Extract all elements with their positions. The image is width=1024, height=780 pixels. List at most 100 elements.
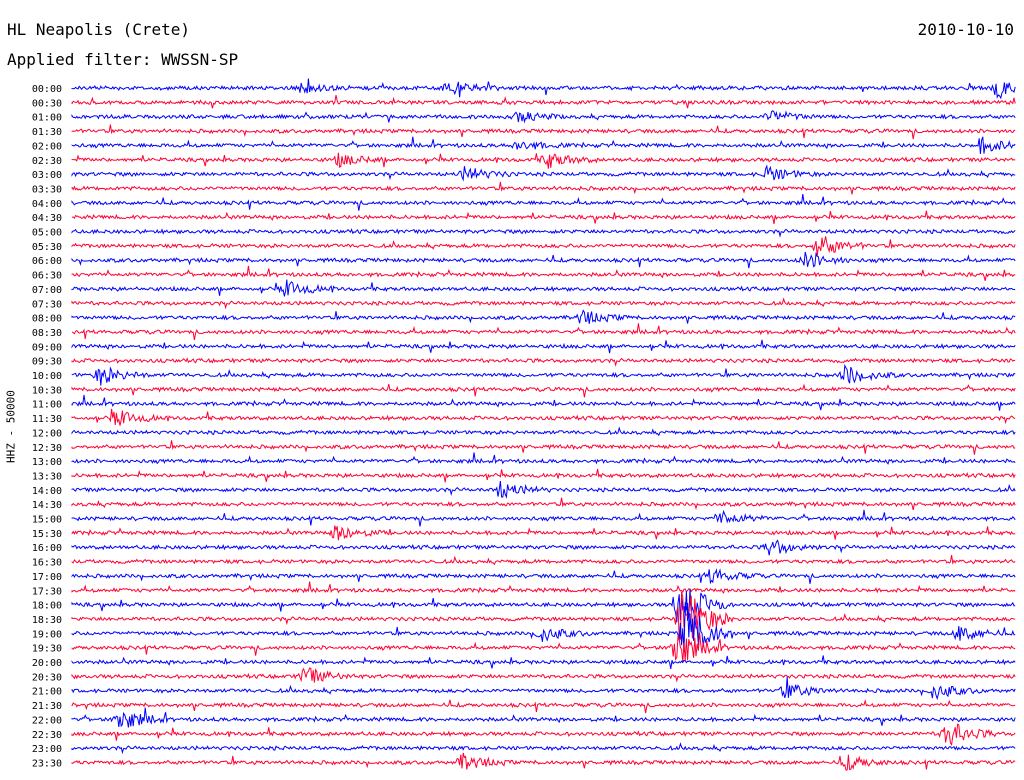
row-label-2000: 20:00 xyxy=(32,658,62,669)
trace-0100 xyxy=(71,110,1016,124)
row-label-2200: 22:00 xyxy=(32,715,62,726)
trace-2300 xyxy=(71,742,1016,755)
trace-0830 xyxy=(71,323,1016,340)
row-label-0600: 06:00 xyxy=(32,256,62,267)
row-label-1830: 18:30 xyxy=(32,615,62,626)
channel-label: HHZ - 50000 xyxy=(4,390,18,463)
row-label-0800: 08:00 xyxy=(32,314,62,325)
row-label-0130: 01:30 xyxy=(32,127,62,138)
trace-1700 xyxy=(71,568,1016,585)
row-label-1500: 15:00 xyxy=(32,515,62,526)
row-label-2230: 22:30 xyxy=(32,730,62,741)
row-label-1000: 10:00 xyxy=(32,371,62,382)
row-label-1900: 19:00 xyxy=(32,629,62,640)
row-label-0930: 09:30 xyxy=(32,357,62,368)
row-label-0630: 06:30 xyxy=(32,271,62,282)
row-label-0530: 05:30 xyxy=(32,242,62,253)
trace-2200 xyxy=(71,707,1016,728)
row-label-1700: 17:00 xyxy=(32,572,62,583)
trace-0430 xyxy=(71,210,1016,225)
trace-1400 xyxy=(71,481,1016,499)
row-label-0300: 03:00 xyxy=(32,170,62,181)
filter-label: Applied filter: WWSSN-SP xyxy=(7,50,239,69)
trace-0900 xyxy=(71,339,1016,354)
trace-1800 xyxy=(71,588,1016,623)
trace-1030 xyxy=(71,383,1016,398)
row-label-1230: 12:30 xyxy=(32,443,62,454)
row-label-1400: 14:00 xyxy=(32,486,62,497)
trace-1200 xyxy=(71,426,1016,437)
row-label-1200: 12:00 xyxy=(32,428,62,439)
row-label-0730: 07:30 xyxy=(32,299,62,310)
row-label-1800: 18:00 xyxy=(32,601,62,612)
row-label-0100: 01:00 xyxy=(32,113,62,124)
row-label-1730: 17:30 xyxy=(32,586,62,597)
trace-1930 xyxy=(71,632,1016,663)
row-label-0700: 07:00 xyxy=(32,285,62,296)
row-label-0000: 00:00 xyxy=(32,84,62,95)
row-label-0500: 05:00 xyxy=(32,228,62,239)
trace-2130 xyxy=(71,699,1016,714)
row-label-1530: 15:30 xyxy=(32,529,62,540)
row-label-1030: 10:30 xyxy=(32,385,62,396)
trace-2000 xyxy=(71,655,1016,669)
trace-1230 xyxy=(71,440,1016,455)
row-label-2100: 21:00 xyxy=(32,687,62,698)
trace-1130 xyxy=(71,408,1016,426)
trace-1430 xyxy=(71,497,1016,511)
row-label-1130: 11:30 xyxy=(32,414,62,425)
row-label-1430: 14:30 xyxy=(32,500,62,511)
row-label-0900: 09:00 xyxy=(32,342,62,353)
row-label-0430: 04:30 xyxy=(32,213,62,224)
row-label-1930: 19:30 xyxy=(32,644,62,655)
trace-0530 xyxy=(71,236,1016,257)
date-label: 2010-10-10 xyxy=(917,20,1014,39)
trace-0000 xyxy=(71,78,1016,100)
trace-0500 xyxy=(71,228,1016,238)
trace-0230 xyxy=(71,152,1016,169)
row-label-2330: 23:30 xyxy=(32,758,62,769)
trace-0030 xyxy=(71,94,1016,109)
row-label-1100: 11:00 xyxy=(32,400,62,411)
trace-0800 xyxy=(71,309,1016,324)
trace-1830 xyxy=(71,591,1016,640)
trace-1500 xyxy=(71,509,1016,527)
trace-0600 xyxy=(71,251,1016,269)
row-label-2030: 20:30 xyxy=(32,672,62,683)
trace-1730 xyxy=(71,581,1016,594)
row-label-0200: 02:00 xyxy=(32,141,62,152)
trace-1900 xyxy=(71,602,1016,652)
row-label-0330: 03:30 xyxy=(32,184,62,195)
trace-1300 xyxy=(71,452,1016,465)
trace-2030 xyxy=(71,667,1016,683)
trace-2100 xyxy=(71,676,1016,701)
trace-0330 xyxy=(71,181,1016,195)
trace-0130 xyxy=(71,124,1016,140)
trace-2330 xyxy=(71,752,1016,771)
trace-1100 xyxy=(71,394,1016,411)
trace-1330 xyxy=(71,468,1016,483)
row-label-1330: 13:30 xyxy=(32,471,62,482)
trace-1000 xyxy=(71,363,1016,386)
row-label-1300: 13:00 xyxy=(32,457,62,468)
trace-1530 xyxy=(71,525,1016,541)
trace-0630 xyxy=(71,265,1016,282)
row-label-2130: 21:30 xyxy=(32,701,62,712)
row-label-1630: 16:30 xyxy=(32,558,62,569)
trace-1600 xyxy=(71,539,1016,556)
station-title: HL Neapolis (Crete) xyxy=(7,20,191,39)
row-label-0230: 02:30 xyxy=(32,156,62,167)
trace-1630 xyxy=(71,555,1016,566)
trace-0200 xyxy=(71,136,1016,154)
row-label-1600: 16:00 xyxy=(32,543,62,554)
trace-0300 xyxy=(71,164,1016,182)
trace-2230 xyxy=(71,723,1016,746)
row-label-0400: 04:00 xyxy=(32,199,62,210)
trace-0930 xyxy=(71,357,1016,367)
trace-0730 xyxy=(71,297,1016,310)
trace-0700 xyxy=(71,279,1016,297)
row-label-2300: 23:00 xyxy=(32,744,62,755)
row-label-0830: 08:30 xyxy=(32,328,62,339)
row-label-0030: 00:30 xyxy=(32,98,62,109)
